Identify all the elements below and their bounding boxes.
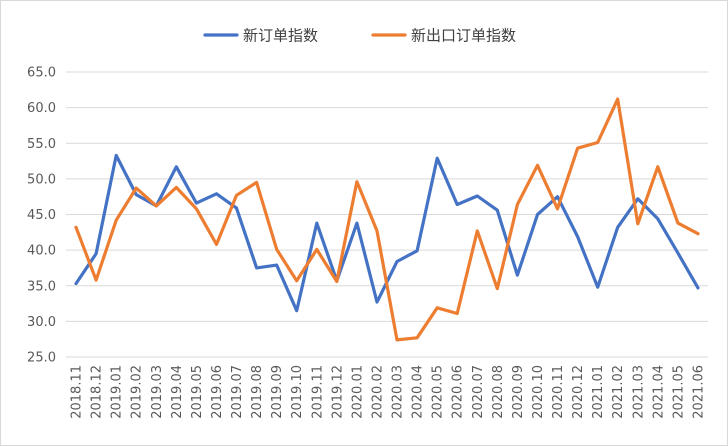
x-tick-label: 2020.04	[411, 365, 426, 419]
x-tick-label: 2019.03	[150, 365, 165, 419]
x-tick-label: 2019.12	[330, 365, 345, 419]
x-tick-label: 2019.08	[250, 365, 265, 419]
x-tick-label: 2020.06	[451, 365, 466, 419]
legend-label: 新订单指数	[243, 27, 318, 45]
x-tick-label: 2020.05	[431, 365, 446, 419]
y-tick-label: 30.0	[27, 315, 56, 330]
x-tick-label: 2019.07	[230, 365, 245, 419]
x-tick-label: 2019.05	[190, 365, 205, 419]
x-tick-label: 2020.07	[471, 365, 486, 419]
x-tick-label: 2019.02	[130, 365, 145, 419]
x-tick-label: 2020.11	[551, 365, 566, 419]
x-tick-label: 2021.03	[631, 365, 646, 419]
x-axis: 2018.11 2018.12 2019.01 2019.02 2019.03 2019.…	[70, 365, 707, 419]
x-tick-label: 2019.09	[270, 365, 285, 419]
x-tick-label: 2021.02	[611, 365, 626, 419]
x-tick-label: 2018.12	[90, 365, 105, 419]
legend-label: 新出口订单指数	[411, 27, 516, 45]
y-tick-label: 55.0	[27, 137, 56, 152]
series-line-1	[74, 97, 700, 342]
x-tick-label: 2019.06	[210, 365, 225, 419]
x-tick-label: 2018.11	[70, 365, 85, 419]
x-tick-label: 2019.01	[110, 365, 125, 419]
x-tick-label: 2019.10	[290, 365, 305, 419]
y-tick-label: 65.0	[27, 66, 56, 81]
x-tick-label: 2021.05	[671, 365, 686, 419]
x-tick-label: 2019.11	[310, 365, 325, 419]
y-tick-label: 45.0	[27, 208, 56, 223]
y-tick-label: 50.0	[27, 172, 56, 187]
x-tick-label: 2020.08	[491, 365, 506, 419]
x-tick-label: 2020.09	[511, 365, 526, 419]
x-tick-label: 2020.03	[391, 365, 406, 419]
x-tick-label: 2020.10	[531, 365, 546, 419]
series-lines	[74, 97, 700, 342]
x-tick-label: 2021.01	[591, 365, 606, 419]
y-tick-label: 60.0	[27, 101, 56, 116]
y-axis: 65.0 60.0 55.0 50.0 45.0 40.0 35.0 30.0 25.0	[27, 66, 56, 366]
y-tick-label: 40.0	[27, 244, 56, 259]
x-tick-label: 2021.04	[651, 365, 666, 419]
gridlines	[66, 71, 708, 358]
x-tick-label: 2021.06	[691, 365, 706, 419]
x-tick-label: 2020.02	[370, 365, 385, 419]
legend: 新订单指数 新出口订单指数	[203, 27, 516, 45]
x-tick-label: 2020.12	[571, 365, 586, 419]
x-tick-label: 2020.01	[350, 365, 365, 419]
x-tick-label: 2019.04	[170, 365, 185, 419]
y-tick-label: 25.0	[27, 351, 56, 366]
y-tick-label: 35.0	[27, 279, 56, 294]
